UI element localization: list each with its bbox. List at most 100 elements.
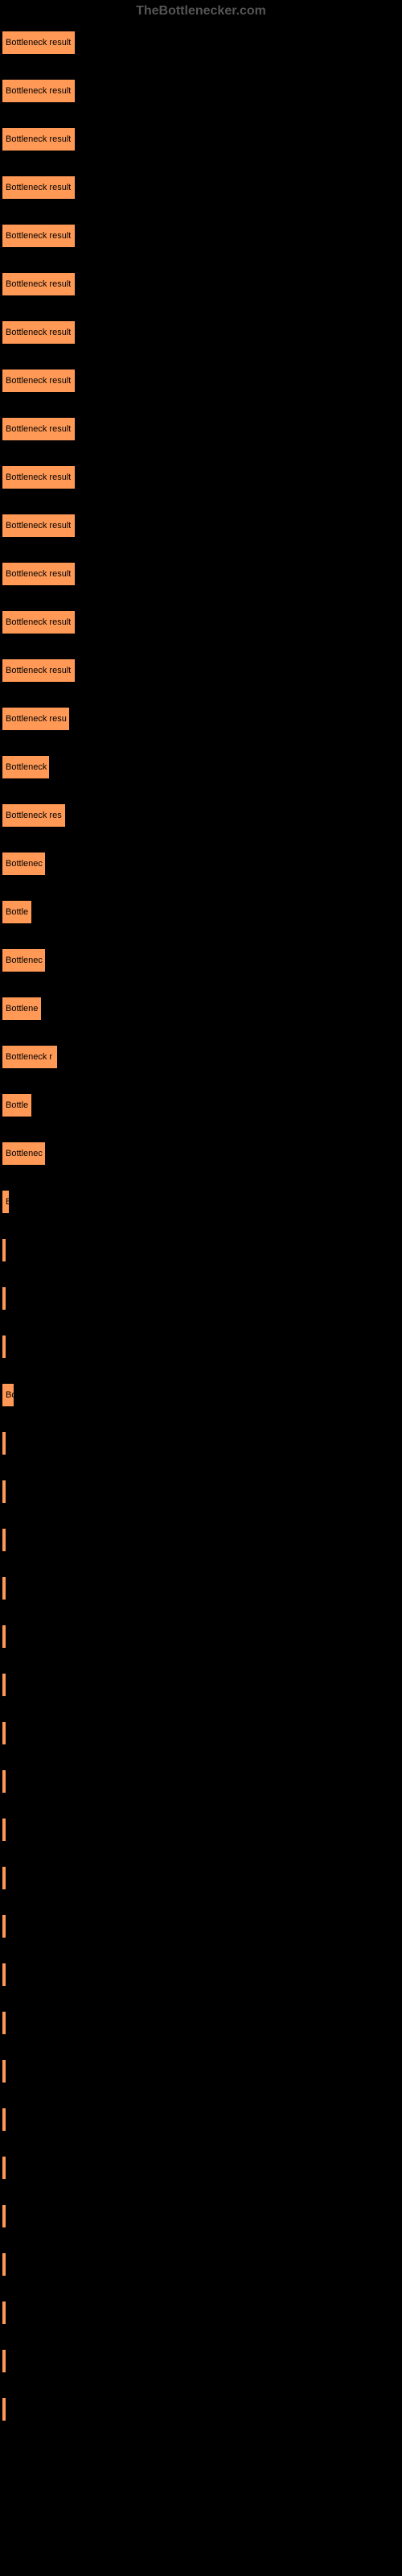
- bar: [2, 1818, 6, 1842]
- bar: Bottlenec: [2, 948, 46, 972]
- bar-label: Bottlene: [6, 1004, 38, 1013]
- bar-container: Bottlenec: [2, 948, 400, 972]
- bar-container: Bottleneck result: [2, 272, 400, 296]
- bar-label: Bottleneck result: [6, 134, 71, 144]
- bar-label: Bottleneck result: [6, 86, 71, 96]
- chart-area: Bottleneck result Bottleneck result Bottle…: [0, 23, 402, 2454]
- bar: Bottlene: [2, 997, 42, 1021]
- bar: Bottlenec: [2, 1141, 46, 1166]
- bar-container: Bottleneck result: [2, 79, 400, 103]
- bar: [2, 1480, 6, 1504]
- bar-label: Bottlenec: [6, 1149, 43, 1158]
- bar: [2, 1963, 6, 1987]
- bar-container: Bottleneck result: [2, 417, 400, 441]
- bar: [2, 2204, 6, 2228]
- bar: Bottleneck res: [2, 803, 66, 828]
- bar: Bottleneck result: [2, 658, 76, 683]
- bar: [2, 1335, 6, 1359]
- bar-container: Bottlenec: [2, 1141, 400, 1166]
- bar-container: [2, 1528, 400, 1552]
- bar: [2, 1624, 6, 1649]
- bar-label: Bottle: [6, 1100, 28, 1110]
- bar-container: [2, 1335, 400, 1359]
- bar: Bottleneck result: [2, 417, 76, 441]
- bar-container: Bottleneck result: [2, 127, 400, 151]
- bar-container: [2, 1963, 400, 1987]
- bar: Bottleneck r: [2, 1045, 58, 1069]
- bar: [2, 2156, 6, 2180]
- bar-container: Bottlenec: [2, 852, 400, 876]
- bar: [2, 1721, 6, 1745]
- bar-container: Bo: [2, 1383, 400, 1407]
- bar-container: Bottleneck r: [2, 1045, 400, 1069]
- bar-label: Bottleneck result: [6, 279, 71, 289]
- bar: Bottleneck result: [2, 31, 76, 55]
- bar-label: Bottleneck result: [6, 521, 71, 530]
- bar-container: [2, 2059, 400, 2083]
- bar-label: Bottleneck resu: [6, 714, 67, 724]
- bar-container: [2, 1818, 400, 1842]
- bar: [2, 1914, 6, 1938]
- bar-label: Bottleneck r: [6, 1052, 52, 1062]
- header-text: TheBottlenecker.com: [136, 4, 266, 18]
- bar: [2, 1528, 6, 1552]
- bar-container: [2, 2397, 400, 2421]
- bar-label: Bottlenec: [6, 859, 43, 869]
- bar-label: Bottleneck result: [6, 617, 71, 627]
- bar: Bottleneck result: [2, 272, 76, 296]
- bar-container: [2, 2156, 400, 2180]
- bar: [2, 2107, 6, 2132]
- bar: Bottle: [2, 900, 32, 924]
- bar-container: Bottle: [2, 1093, 400, 1117]
- bar: [2, 1769, 6, 1794]
- bar-container: [2, 1721, 400, 1745]
- bar-container: Bottleneck result: [2, 31, 400, 55]
- bar: Bottleneck result: [2, 79, 76, 103]
- bar-container: [2, 1624, 400, 1649]
- bar-label: Bottle: [6, 907, 28, 917]
- bar-label: Bottleneck result: [6, 424, 71, 434]
- bar-container: [2, 1576, 400, 1600]
- bar-container: [2, 1480, 400, 1504]
- bar: Bottleneck result: [2, 320, 76, 345]
- bar-label: Bottleneck: [6, 762, 47, 772]
- bar-container: Bottleneck result: [2, 610, 400, 634]
- bar-container: [2, 1914, 400, 1938]
- bar: Bottle: [2, 1093, 32, 1117]
- bar-container: Bottleneck result: [2, 465, 400, 489]
- bar-label: Bottleneck result: [6, 666, 71, 675]
- bar-container: [2, 2349, 400, 2373]
- bar: Bottleneck result: [2, 514, 76, 538]
- bar-label: Bottleneck result: [6, 38, 71, 47]
- bar-label: Bottlenec: [6, 956, 43, 965]
- bar-container: Bottleneck result: [2, 224, 400, 248]
- bar-container: Bottle: [2, 900, 400, 924]
- bar-label: Bottleneck result: [6, 183, 71, 192]
- bar: [2, 2011, 6, 2035]
- bar: [2, 1286, 6, 1311]
- bar-container: B: [2, 1190, 400, 1214]
- bar: [2, 1576, 6, 1600]
- bar-container: [2, 2011, 400, 2035]
- bar-container: [2, 2252, 400, 2277]
- bar-container: [2, 1286, 400, 1311]
- bar: [2, 1673, 6, 1697]
- bar-container: Bottleneck resu: [2, 707, 400, 731]
- bar: Bo: [2, 1383, 14, 1407]
- bar-container: [2, 2204, 400, 2228]
- bar-container: Bottleneck res: [2, 803, 400, 828]
- bar-container: Bottleneck: [2, 755, 400, 779]
- bar-container: [2, 2301, 400, 2325]
- bar-container: [2, 1673, 400, 1697]
- bar-container: Bottleneck result: [2, 320, 400, 345]
- bar-container: Bottleneck result: [2, 175, 400, 200]
- bar: [2, 2397, 6, 2421]
- bar: Bottleneck result: [2, 610, 76, 634]
- bar: Bottleneck result: [2, 175, 76, 200]
- bar: Bottleneck result: [2, 127, 76, 151]
- bar-container: [2, 1238, 400, 1262]
- bar: [2, 1238, 6, 1262]
- bar-label: Bottleneck result: [6, 569, 71, 579]
- bar-container: [2, 1866, 400, 1890]
- bar: Bottlenec: [2, 852, 46, 876]
